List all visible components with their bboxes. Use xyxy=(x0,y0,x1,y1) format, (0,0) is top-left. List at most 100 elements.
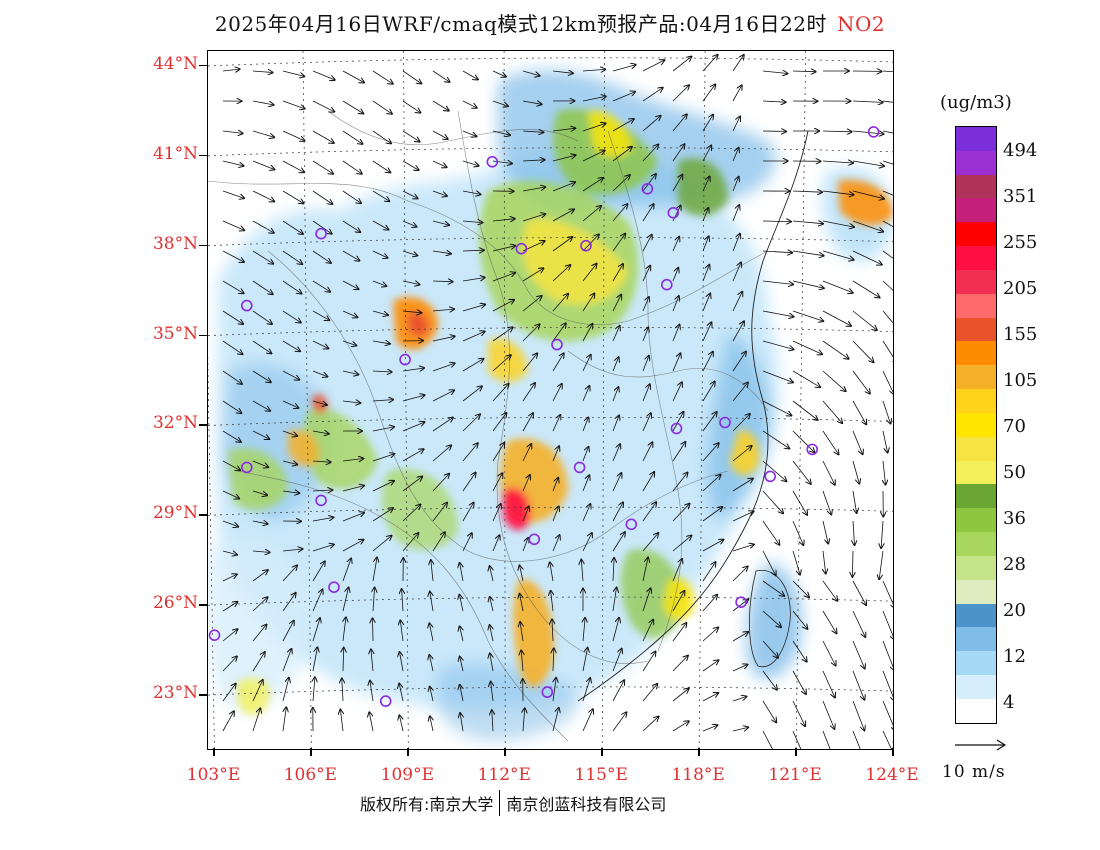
wind-arrow xyxy=(462,305,485,312)
wind-arrow xyxy=(432,130,448,139)
wind-arrow xyxy=(822,280,853,293)
wind-arrow xyxy=(342,459,363,462)
wind-arrow xyxy=(312,280,330,292)
wind-arrow xyxy=(612,416,619,432)
wind-arrow xyxy=(342,486,364,492)
wind-arrow xyxy=(852,101,883,102)
wind-arrow xyxy=(612,532,625,552)
wind-arrow xyxy=(822,520,828,544)
latitude-gridline xyxy=(208,237,893,247)
wind-arrow xyxy=(582,96,606,102)
longitude-label: 106°E xyxy=(283,765,338,785)
wind-arrow xyxy=(732,414,750,432)
wind-arrow xyxy=(492,70,506,77)
wind-arrow xyxy=(702,236,709,252)
wind-arrow xyxy=(612,502,623,522)
monitoring-site-marker xyxy=(580,239,592,252)
wind-arrow xyxy=(312,220,332,234)
wind-arrow xyxy=(520,622,523,642)
wind-arrow xyxy=(702,595,717,612)
monitoring-site-marker xyxy=(528,533,541,546)
latitude-label: 38°N xyxy=(152,233,198,254)
wind-arrow xyxy=(522,324,540,342)
wind-arrow xyxy=(702,540,723,552)
wind-arrow xyxy=(672,559,682,582)
wind-arrow xyxy=(582,475,589,492)
wind-arrow xyxy=(342,250,359,261)
wind-arrow xyxy=(522,101,542,104)
no2-concentration-field xyxy=(208,70,893,741)
wind-arrow xyxy=(672,175,682,192)
wind-arrow xyxy=(702,693,718,702)
wind-arrow xyxy=(852,340,874,362)
wind-arrow xyxy=(312,544,334,552)
wind-arrow xyxy=(762,400,791,416)
colorbar-tick-label: 494 xyxy=(1003,140,1038,161)
wind-arrow xyxy=(522,160,545,161)
wind-arrow xyxy=(522,296,542,312)
wind-arrow xyxy=(792,280,824,288)
wind-arrow xyxy=(882,280,893,291)
wind-arrow xyxy=(702,85,715,102)
wind-arrow xyxy=(852,610,865,637)
wind-arrow xyxy=(252,160,274,170)
wind-arrow xyxy=(520,566,524,582)
wind-arrow xyxy=(732,263,741,282)
wind-arrow xyxy=(582,294,594,312)
wind-arrow xyxy=(642,442,652,462)
footer-separator xyxy=(499,790,501,816)
latitude-label: 35°N xyxy=(152,323,198,344)
longitude-tick xyxy=(795,748,797,756)
wind-arrow xyxy=(431,560,433,582)
wind-arrow xyxy=(312,517,333,522)
wind-arrow xyxy=(522,444,531,462)
wind-arrow xyxy=(882,700,893,731)
wind-arrow xyxy=(282,70,304,76)
wind-arrow xyxy=(492,473,502,492)
wind-arrow xyxy=(882,130,893,134)
wind-arrow xyxy=(822,190,854,195)
latitude-label: 29°N xyxy=(152,503,198,524)
wind-arrow xyxy=(372,100,392,114)
wind-arrow xyxy=(552,265,570,282)
wind-arrow xyxy=(252,250,273,264)
monitoring-sites xyxy=(208,126,880,707)
wind-arrow xyxy=(552,384,562,402)
wind-arrow xyxy=(732,665,748,672)
wind-arrow xyxy=(312,647,317,672)
monitoring-site-marker xyxy=(551,338,563,351)
wind-arrow xyxy=(552,415,560,432)
wind-arrow xyxy=(702,628,718,642)
wind-arrow xyxy=(252,680,263,702)
colorbar-swatch xyxy=(956,341,996,366)
wind-arrow xyxy=(222,220,244,230)
wind-arrow xyxy=(852,220,883,232)
wind-arrow xyxy=(702,412,717,432)
wind-arrow xyxy=(342,340,356,346)
wind-arrow xyxy=(492,219,515,221)
wind-arrow xyxy=(430,592,433,612)
wind-arrow xyxy=(792,430,814,452)
wind-arrow xyxy=(612,444,620,462)
wind-arrow xyxy=(492,130,510,135)
wind-arrow xyxy=(852,730,861,749)
wind-arrow xyxy=(822,220,854,227)
wind-arrow xyxy=(492,535,500,552)
wind-arrow xyxy=(792,370,820,387)
wind-arrow xyxy=(702,115,713,132)
latitude-label: 23°N xyxy=(152,683,198,704)
wind-arrow xyxy=(882,610,893,640)
wind-arrow xyxy=(612,387,618,402)
wind-arrow xyxy=(490,625,493,642)
wind-arrow xyxy=(552,446,559,462)
wind-arrow xyxy=(642,204,654,222)
wind-arrow xyxy=(371,649,373,672)
wind-arrow xyxy=(762,670,777,690)
reference-vector-arrow xyxy=(955,739,1007,751)
wind-arrow xyxy=(582,324,592,342)
wind-arrow xyxy=(702,475,721,492)
wind-arrow xyxy=(882,670,893,701)
wind-arrow xyxy=(492,300,514,312)
wind-arrow xyxy=(792,490,807,515)
wind-arrow xyxy=(762,490,783,513)
